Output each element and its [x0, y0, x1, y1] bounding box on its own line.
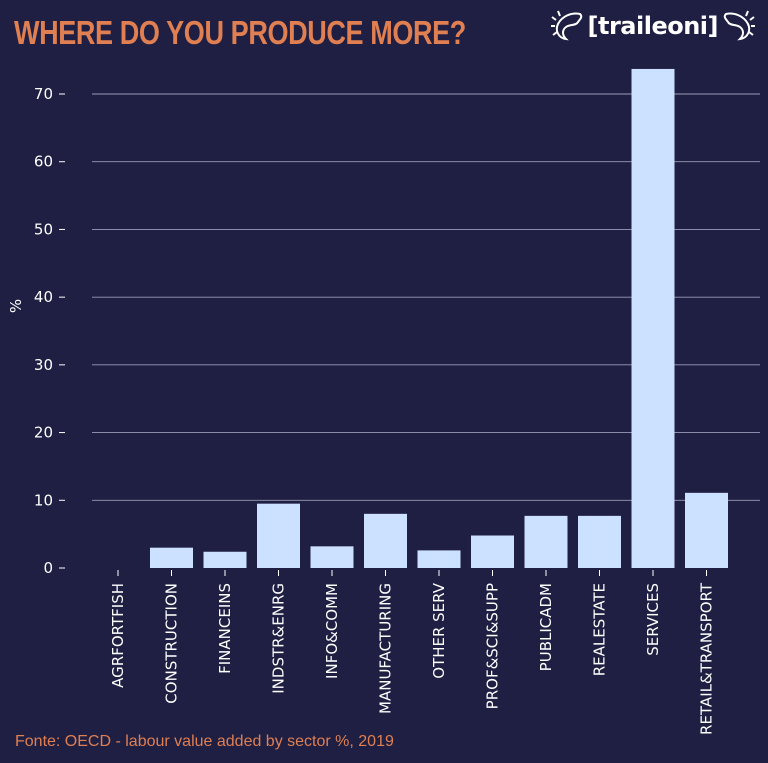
- x-tick-label: OTHER SERV: [430, 582, 448, 679]
- y-tick-label: 0: [43, 559, 53, 577]
- y-tick-label: 60: [34, 153, 53, 171]
- bar-construction: [150, 547, 193, 568]
- x-tick-label: PROF&SCI&SUPP: [484, 583, 502, 709]
- bar-other-serv: [417, 550, 461, 568]
- bar-prof-sci-supp: [471, 535, 514, 568]
- chart-title: WHERE DO YOU PRODUCE MORE?: [14, 14, 466, 51]
- bar-retail-transport: [685, 492, 728, 568]
- y-tick-label: 30: [34, 356, 53, 374]
- x-tick-label: RETAIL&TRANSPORT: [698, 582, 716, 735]
- logo-text: [traileoni]: [587, 12, 719, 40]
- x-tick-label: INDSTR&ENRG: [270, 583, 288, 694]
- x-tick-label: AGRFORTFISH: [109, 583, 127, 688]
- bar-manufacturing: [364, 513, 407, 568]
- x-tick-label: CONSTRUCTION: [163, 583, 181, 704]
- x-tick-label: REALESTATE: [591, 583, 609, 676]
- traileoni-logo: [traileoni]: [550, 6, 756, 46]
- x-tick-label: FINANCEINS: [216, 583, 234, 674]
- y-tick-label: 50: [34, 220, 53, 238]
- y-tick-label: 20: [34, 424, 53, 442]
- bar-financeins: [203, 551, 247, 568]
- axes: 0 10 20 30 40 50 60 70 AGRFORTFISH CONSTRUCTION FI…: [34, 85, 716, 735]
- y-tick-label: 70: [34, 85, 53, 103]
- bar-publicadm: [524, 515, 568, 568]
- bar-indstr-enrg: [257, 503, 300, 568]
- x-tick-label: MANUFACTURING: [377, 583, 395, 714]
- lion-right-icon: [723, 10, 755, 41]
- x-tick-label: PUBLICADM: [537, 583, 555, 671]
- y-tick-label: 40: [34, 288, 53, 306]
- bars: [150, 68, 728, 569]
- bar-services: [631, 68, 675, 569]
- bar-info-comm: [310, 546, 354, 568]
- x-tick-label: INFO&COMM: [323, 583, 341, 679]
- y-tick-label: 10: [34, 491, 53, 509]
- bar-realestate: [578, 515, 621, 568]
- y-axis-label: %: [7, 299, 25, 313]
- x-tick-label: SERVICES: [644, 583, 662, 656]
- source-note: Fonte: OECD - labour value added by sect…: [15, 733, 394, 750]
- lion-left-icon: [550, 10, 582, 41]
